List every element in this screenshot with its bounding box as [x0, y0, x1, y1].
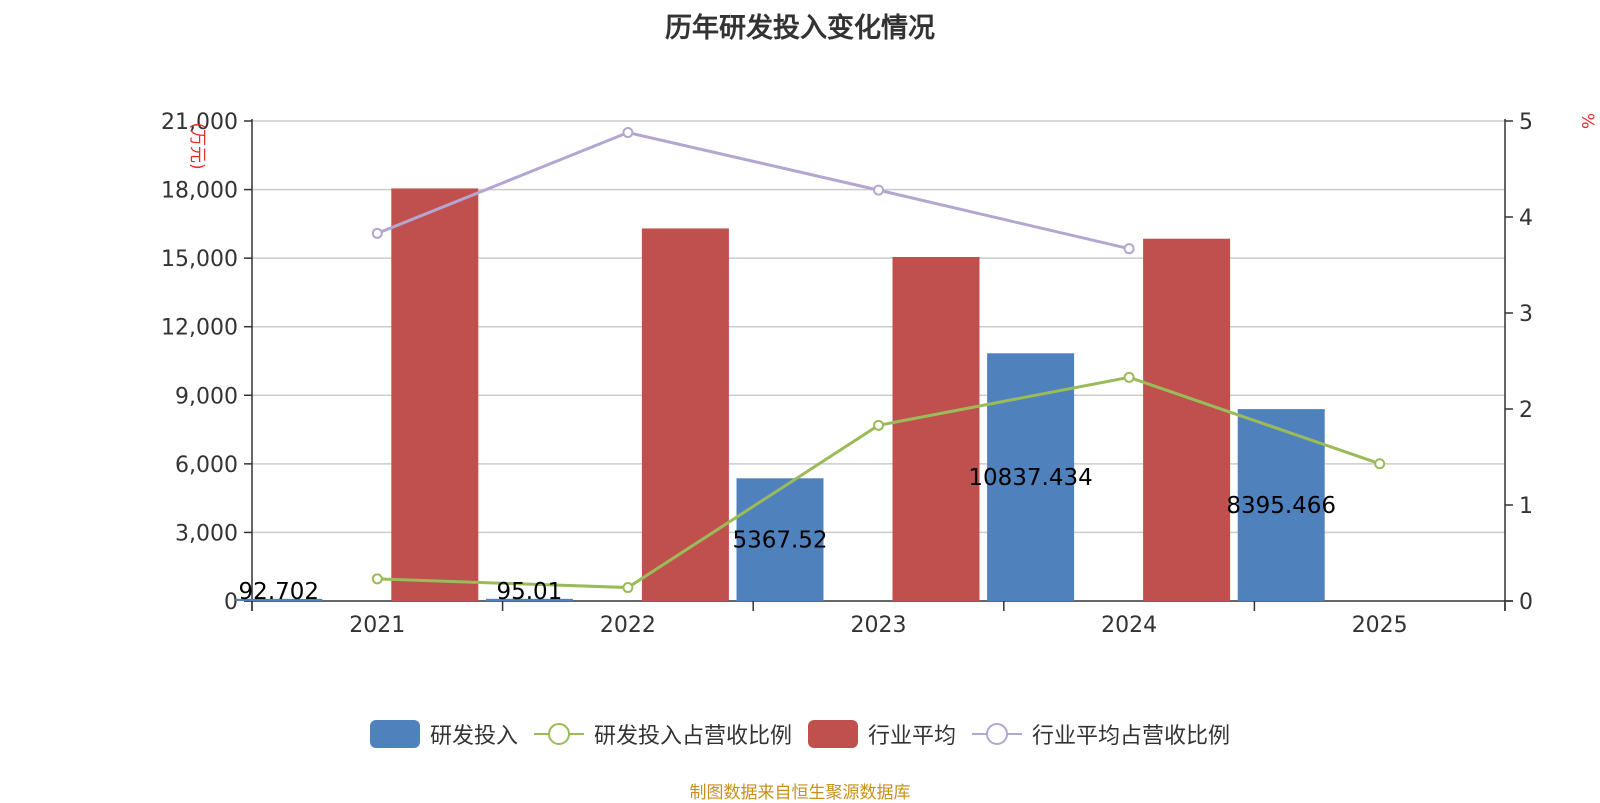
line-industry-ratio: [376, 130, 1130, 251]
legend-item-rd-ratio[interactable]: 研发投入占营收比例: [533, 718, 792, 750]
point-industry-ratio: [1123, 243, 1135, 255]
y-left-tick-label: 3,000: [175, 521, 238, 546]
bar-rd-investment: [736, 478, 824, 601]
legend-swatch-rd-ratio: [533, 723, 584, 745]
legend-label-industry-average: 行业平均: [868, 724, 957, 749]
point-rd-ratio: [1374, 458, 1386, 470]
bar-rd-investment: [485, 598, 573, 601]
bar-rd-investment: [987, 353, 1075, 601]
y-left-unit-label: (万元): [187, 122, 207, 169]
legend-label-rd-ratio: 研发投入占营收比例: [593, 724, 792, 749]
legend-swatch-industry-average: [808, 720, 858, 748]
point-rd-ratio: [873, 419, 884, 431]
x-tick-label: 2023: [851, 613, 907, 638]
y-right-tick-label: 5: [1519, 110, 1533, 135]
x-tick-label: 2025: [1352, 613, 1408, 638]
legend-item-industry-ratio[interactable]: 行业平均占营收比例: [972, 718, 1230, 750]
y-right-tick-label: 0: [1519, 590, 1533, 615]
y-left-tick-label: 21,000: [161, 110, 238, 135]
legend-label-industry-ratio: 行业平均占营收比例: [1032, 724, 1231, 749]
data-label-rd-investment: 5367.52: [732, 528, 827, 554]
x-tick-label: 2022: [600, 613, 656, 638]
data-label-rd-investment: 92.702: [239, 579, 319, 605]
y-left-tick-label: 6,000: [175, 453, 238, 478]
point-rd-ratio: [371, 573, 383, 585]
bar-industry-average: [391, 188, 479, 601]
point-industry-ratio: [622, 127, 634, 139]
y-left-tick-label: 18,000: [161, 179, 238, 204]
point-rd-ratio: [1123, 371, 1135, 383]
y-left-tick-label: 9,000: [175, 384, 238, 409]
data-label-rd-investment: 8395.466: [1226, 493, 1336, 519]
bar-industry-average: [1143, 238, 1231, 601]
legend-label-rd-investment: 研发投入: [429, 724, 518, 749]
bar-rd-investment: [235, 598, 323, 601]
y-right-tick-label: 1: [1519, 494, 1533, 519]
y-right-tick-label: 2: [1519, 398, 1533, 423]
y-left-tick-label: 12,000: [161, 316, 238, 341]
source-note: 制图数据来自恒生聚源数据库: [689, 783, 911, 803]
chart-title: 历年研发投入变化情况: [665, 13, 935, 44]
point-rd-ratio: [622, 582, 634, 594]
y-right-tick-label: 4: [1519, 206, 1533, 231]
legend-item-industry-average[interactable]: 行业平均: [808, 718, 956, 750]
legend-swatch-rd-investment: [369, 720, 420, 748]
point-industry-ratio: [371, 227, 383, 239]
bar-industry-average: [892, 257, 980, 601]
data-label-rd-investment: 95.01: [496, 579, 562, 605]
legend: 研发投入 研发投入占营收比例 行业平均 行业平均占营收比例: [0, 718, 1600, 750]
bar-industry-average: [641, 228, 729, 601]
legend-item-rd-investment[interactable]: 研发投入: [369, 718, 518, 750]
data-label-rd-investment: 10837.434: [968, 465, 1092, 491]
y-right-tick-label: 3: [1519, 302, 1533, 327]
point-industry-ratio: [873, 184, 884, 196]
y-right-unit-label: %: [1577, 113, 1597, 129]
y-left-tick-label: 0: [224, 590, 238, 615]
legend-swatch-industry-ratio: [972, 723, 1023, 745]
x-tick-label: 2021: [349, 613, 405, 638]
x-tick-label: 2024: [1101, 613, 1157, 638]
y-left-tick-label: 15,000: [161, 247, 238, 272]
